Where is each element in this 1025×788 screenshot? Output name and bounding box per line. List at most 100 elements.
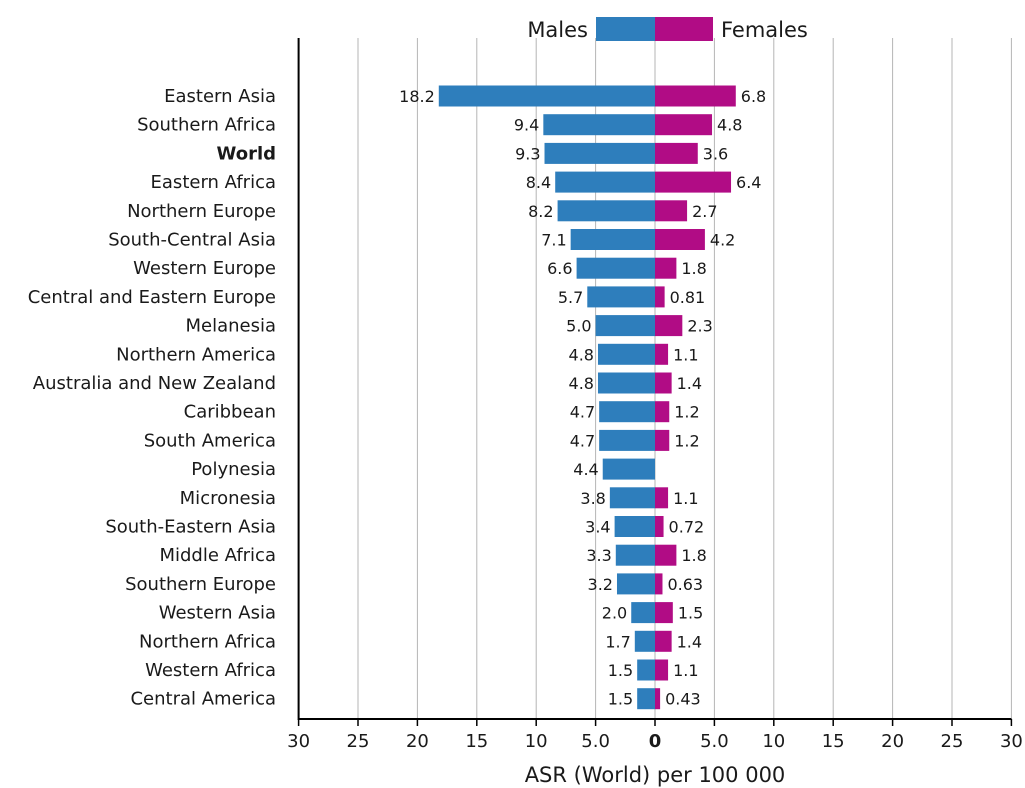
- bar-males: [603, 459, 655, 480]
- bar-males: [587, 286, 655, 307]
- x-tick-label: 25: [941, 731, 964, 752]
- category-label: Southern Europe: [125, 574, 276, 595]
- x-tick-label: 0: [649, 731, 662, 752]
- bar-males: [598, 373, 655, 394]
- data-label-females: 1.4: [677, 374, 702, 393]
- data-label-males: 5.0: [566, 317, 591, 336]
- category-label: Central and Eastern Europe: [28, 287, 276, 308]
- bar-males: [616, 545, 655, 566]
- data-label-females: 1.2: [674, 403, 699, 422]
- category-label: Western Europe: [133, 258, 276, 279]
- bar-males: [599, 430, 655, 451]
- data-label-males: 3.8: [580, 489, 605, 508]
- x-tick-label: 30: [287, 731, 310, 752]
- x-tick-label: 20: [406, 731, 429, 752]
- data-label-females: 1.2: [674, 431, 699, 450]
- bar-males: [543, 114, 655, 135]
- data-label-males: 9.4: [514, 116, 539, 135]
- legend: Males Females: [527, 17, 808, 42]
- data-label-males: 4.7: [570, 431, 595, 450]
- data-label-males: 1.5: [608, 661, 633, 680]
- data-label-females: 4.8: [717, 116, 742, 135]
- category-label: Northern Africa: [139, 631, 276, 652]
- bar-females: [655, 143, 698, 164]
- x-tick-label: 15: [465, 731, 488, 752]
- data-label-females: 1.1: [673, 489, 698, 508]
- data-label-males: 4.4: [573, 460, 598, 479]
- bar-females: [655, 660, 668, 681]
- x-tick-label: 10: [762, 731, 785, 752]
- data-label-males: 4.8: [569, 345, 594, 364]
- data-label-females: 0.72: [669, 518, 705, 537]
- bar-females: [655, 487, 668, 508]
- bar-males: [558, 200, 655, 221]
- data-label-females: 1.1: [673, 345, 698, 364]
- bar-males: [615, 516, 655, 537]
- bar-females: [655, 373, 672, 394]
- legend-label-females: Females: [721, 18, 808, 42]
- category-label: Polynesia: [191, 459, 276, 480]
- bar-females: [655, 286, 665, 307]
- data-label-females: 1.4: [677, 632, 702, 651]
- x-tick-label: 30: [1000, 731, 1023, 752]
- data-label-males: 4.7: [570, 403, 595, 422]
- data-label-females: 0.63: [667, 575, 703, 594]
- data-label-males: 3.3: [586, 546, 611, 565]
- data-label-females: 6.4: [736, 173, 761, 192]
- category-label: Central America: [130, 689, 276, 710]
- data-label-males: 8.4: [526, 173, 551, 192]
- category-label: Northern America: [116, 344, 276, 365]
- data-label-males: 3.4: [585, 518, 610, 537]
- x-tick-label: 10: [525, 731, 548, 752]
- legend-label-males: Males: [527, 18, 588, 42]
- data-label-females: 4.2: [710, 231, 735, 250]
- bar-females: [655, 573, 662, 594]
- bar-females: [655, 229, 705, 250]
- bar-males: [545, 143, 655, 164]
- data-label-females: 6.8: [741, 87, 766, 106]
- bar-females: [655, 258, 676, 279]
- category-label: South-Central Asia: [108, 230, 276, 251]
- bar-females: [655, 172, 731, 193]
- bar-females: [655, 688, 660, 709]
- bar-females: [655, 516, 664, 537]
- data-label-females: 3.6: [703, 144, 728, 163]
- data-label-males: 18.2: [399, 87, 435, 106]
- bar-males: [610, 487, 655, 508]
- category-label: Australia and New Zealand: [33, 373, 276, 394]
- category-label: Caribbean: [184, 402, 276, 423]
- bar-males: [598, 344, 655, 365]
- x-tick-label: 20: [881, 731, 904, 752]
- bar-females: [655, 344, 668, 365]
- bar-males: [631, 602, 655, 623]
- data-label-females: 1.8: [681, 546, 706, 565]
- bar-males: [637, 660, 655, 681]
- x-tick-label: 25: [347, 731, 370, 752]
- data-label-females: 2.7: [692, 202, 717, 221]
- bar-males: [617, 573, 655, 594]
- bar-males: [637, 688, 655, 709]
- bar-females: [655, 545, 676, 566]
- category-label: Western Africa: [145, 660, 276, 681]
- bar-females: [655, 315, 682, 336]
- data-label-males: 9.3: [515, 144, 540, 163]
- data-label-males: 4.8: [569, 374, 594, 393]
- category-label: South America: [144, 430, 276, 451]
- data-label-females: 1.1: [673, 661, 698, 680]
- bar-males: [577, 258, 655, 279]
- bar-males: [596, 315, 655, 336]
- bar-females: [655, 200, 687, 221]
- data-label-males: 1.7: [605, 632, 630, 651]
- bar-males: [571, 229, 655, 250]
- data-label-males: 8.2: [528, 202, 553, 221]
- x-axis-title: ASR (World) per 100 000: [525, 763, 786, 787]
- data-label-females: 1.8: [681, 259, 706, 278]
- data-label-males: 1.5: [608, 690, 633, 709]
- bar-females: [655, 86, 736, 107]
- bar-males: [635, 631, 655, 652]
- bar-females: [655, 401, 669, 422]
- data-label-males: 3.2: [588, 575, 613, 594]
- bar-females: [655, 430, 669, 451]
- category-label: Micronesia: [180, 488, 276, 509]
- category-label: Middle Africa: [159, 545, 276, 566]
